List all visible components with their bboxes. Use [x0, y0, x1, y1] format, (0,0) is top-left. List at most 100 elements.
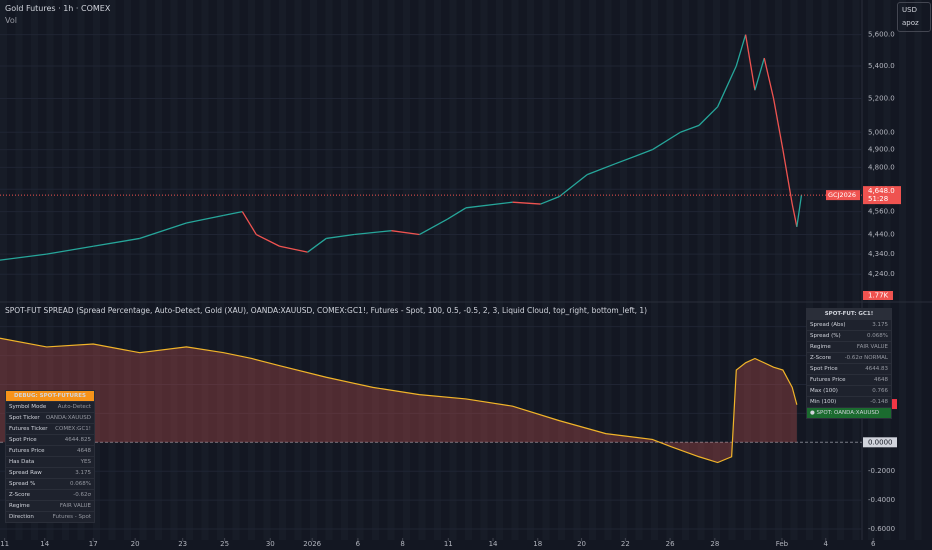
- y-tick-label: 5,000.0: [868, 128, 895, 136]
- row-key: Futures Price: [9, 448, 45, 454]
- session-band: [604, 0, 612, 540]
- price-segment: [326, 233, 355, 240]
- session-band: [124, 0, 131, 540]
- session-band: [108, 0, 116, 540]
- price-tag-box: [826, 190, 860, 201]
- table-row: Spread (Abs) 3.175: [807, 319, 891, 330]
- session-band: [806, 0, 813, 540]
- user: apoz: [902, 19, 919, 27]
- x-tick-label: 8: [400, 540, 404, 548]
- x-tick-label: 25: [220, 540, 229, 548]
- session-band: [511, 0, 519, 540]
- table-row: Regime FAIR VALUE: [6, 500, 94, 511]
- price-segment: [223, 210, 243, 216]
- spread-area: [0, 338, 797, 463]
- price-tag: GCJ2026: [828, 191, 856, 199]
- x-tick-label: 2026: [303, 540, 321, 548]
- session-band: [589, 0, 596, 540]
- row-key: Spread (Abs): [810, 322, 846, 328]
- session-band: [403, 0, 410, 540]
- row-value: COMEX:GC1!: [55, 426, 91, 432]
- price-segment: [0, 253, 47, 261]
- session-band: [449, 0, 457, 540]
- price-segment: [782, 149, 793, 205]
- table-row: Z-Score -0.62σ NORMAL: [807, 352, 891, 363]
- session-band: [201, 0, 209, 540]
- session-band: [372, 0, 379, 540]
- price-segment: [241, 211, 257, 235]
- volume-label: Vol: [5, 16, 17, 25]
- session-band: [821, 0, 829, 540]
- session-band: [883, 0, 891, 540]
- table-row: Has Data YES: [6, 456, 94, 467]
- session-band: [139, 0, 147, 540]
- x-tick-label: 14: [40, 540, 49, 548]
- row-key: Futures Ticker: [9, 426, 48, 432]
- table-row: Direction Futures - Spot: [6, 511, 94, 522]
- price-segment: [717, 65, 737, 108]
- session-band: [77, 0, 85, 540]
- table-row: Spot Ticker OANDA:XAUUSD: [6, 412, 94, 423]
- row-value: 3.175: [75, 470, 91, 476]
- table-row: Futures Price 4648: [6, 445, 94, 456]
- last-price-label: 4,648.0: [868, 187, 895, 195]
- price-segment: [139, 222, 187, 240]
- price-segment: [735, 34, 747, 67]
- session-band: [310, 0, 317, 540]
- session-band: [728, 0, 736, 540]
- session-band: [682, 0, 689, 540]
- x-tick-label: 20: [577, 540, 586, 548]
- table-row: Spot Price 4644.83: [807, 363, 891, 374]
- table-footer: ● SPOT: OANDA:XAUUSD: [807, 407, 891, 418]
- session-band: [0, 0, 7, 540]
- row-value: 4644.83: [865, 366, 888, 372]
- session-band: [217, 0, 224, 540]
- price-segment: [279, 245, 308, 253]
- session-band: [837, 0, 844, 540]
- table-row: Symbol Mode Auto-Detect: [6, 401, 94, 412]
- price-segment: [558, 174, 588, 198]
- currency: USD: [902, 6, 917, 14]
- row-key: Z-Score: [9, 492, 31, 498]
- row-value: 4648: [874, 377, 888, 383]
- session-band: [527, 0, 534, 540]
- session-band: [914, 0, 922, 540]
- price-segment: [447, 207, 467, 220]
- session-band: [651, 0, 658, 540]
- x-tick-label: 23: [178, 540, 187, 548]
- price-segment: [354, 230, 392, 236]
- row-key: Spread (%): [810, 333, 841, 339]
- price-segment: [465, 201, 513, 209]
- row-value: YES: [80, 459, 91, 465]
- table-row: Spread Raw 3.175: [6, 467, 94, 478]
- row-key: Has Data: [9, 459, 35, 465]
- row-value: FAIR VALUE: [856, 344, 888, 350]
- y-tick-label: -0.4000: [868, 496, 895, 504]
- table-row: Futures Price 4648: [807, 374, 891, 385]
- session-band: [263, 0, 271, 540]
- x-tick-label: 22: [621, 540, 630, 548]
- y-tick-label: -0.2000: [868, 467, 895, 475]
- volume-last: 1.77K: [868, 292, 889, 300]
- volume-box: [863, 291, 893, 300]
- x-tick-label: 6: [871, 540, 876, 548]
- session-band: [496, 0, 503, 540]
- row-key: Regime: [810, 344, 831, 350]
- row-key: Spot Price: [9, 437, 37, 443]
- row-value: Auto-Detect: [57, 404, 91, 410]
- session-band: [697, 0, 705, 540]
- session-band: [713, 0, 720, 540]
- row-key: Futures Price: [810, 377, 846, 383]
- session-band: [480, 0, 488, 540]
- x-tick-label: 18: [533, 540, 542, 548]
- session-band: [635, 0, 643, 540]
- session-band: [279, 0, 286, 540]
- session-band: [387, 0, 395, 540]
- session-band: [15, 0, 23, 540]
- currency-box[interactable]: USD apoz: [897, 2, 931, 32]
- session-band: [666, 0, 674, 540]
- session-band: [93, 0, 100, 540]
- x-tick-label: 14: [489, 540, 498, 548]
- x-tick-label: 4: [824, 540, 829, 548]
- row-value: Futures - Spot: [52, 514, 91, 520]
